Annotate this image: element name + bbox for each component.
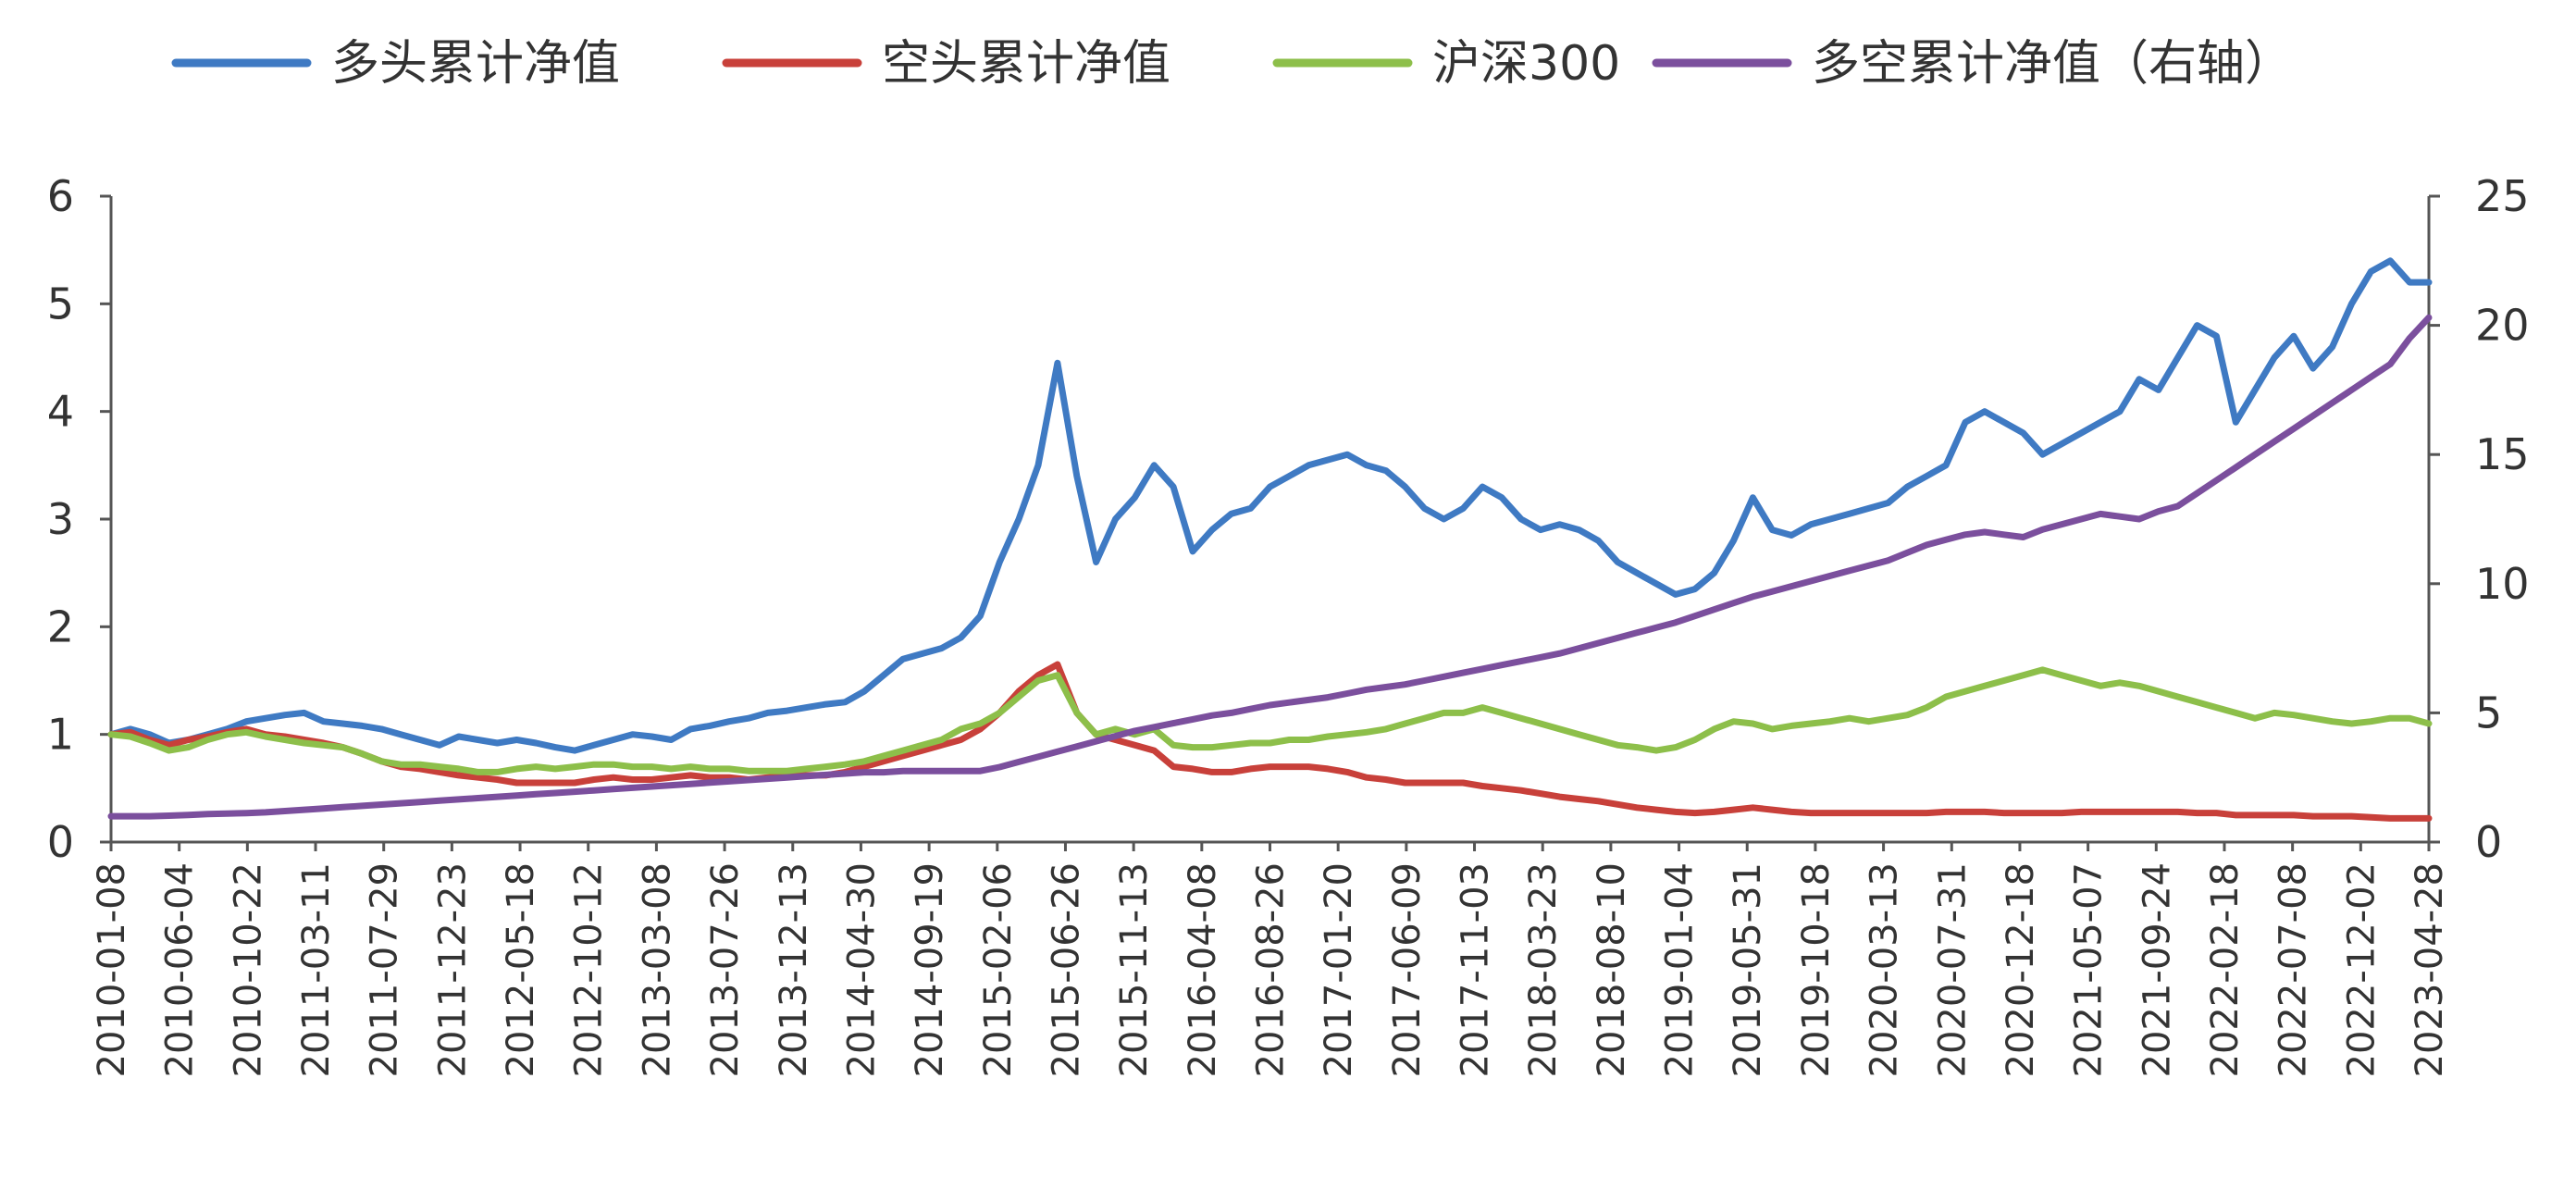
x-tick-label: 2016-04-08 [1182,862,1224,1077]
x-tick-label: 2020-07-31 [1931,862,1974,1077]
left-y-tick-label: 2 [47,601,74,651]
x-tick-label: 2011-07-29 [364,862,406,1077]
right-y-tick-label: 10 [2475,559,2530,609]
x-tick-label: 2022-07-08 [2273,862,2315,1077]
x-tick-label: 2013-07-26 [704,862,747,1077]
x-tick-label: 2010-10-22 [227,862,269,1077]
x-tick-label: 2013-12-13 [773,862,815,1077]
x-tick-label: 2021-05-07 [2068,862,2111,1077]
x-tick-label: 2020-03-13 [1864,862,1906,1077]
series-line-2 [107,661,2433,822]
legend-label-4: 多空累计净值（右轴） [1812,36,2293,92]
left-y-tick-label: 1 [47,710,74,760]
series-lines [107,257,2433,822]
x-tick-label: 2015-06-26 [1045,862,1087,1077]
x-tick-label: 2018-03-23 [1522,862,1565,1077]
right-y-tick-label: 20 [2475,301,2530,351]
left-y-tick-label: 0 [47,817,74,867]
x-tick-label: 2011-12-23 [431,862,474,1077]
x-tick-label: 2012-10-12 [568,862,611,1077]
legend-label-2: 空头累计净值 [882,36,1170,92]
left-y-tick-label: 6 [47,171,74,221]
series-line-1 [107,257,2433,754]
x-tick-label: 2022-02-18 [2204,862,2247,1077]
x-tick-label: 2012-05-18 [500,862,542,1077]
x-tick-label: 2018-08-10 [1591,862,1633,1077]
legend-label-1: 多头累计净值 [331,36,620,92]
x-tick-label: 2017-11-03 [1455,862,1497,1077]
series-line-3 [107,666,2433,775]
left-y-tick-label: 4 [47,387,74,437]
right-y-tick-label: 5 [2475,688,2502,737]
x-tick-label: 2019-10-18 [1795,862,1838,1077]
x-tick-label: 2019-01-04 [1659,862,1702,1077]
x-tick-label: 2013-03-08 [636,862,678,1077]
right-y-tick-label: 0 [2475,817,2502,867]
x-tick-label: 2022-12-02 [2340,862,2383,1077]
axes: 0 1 2 3 4 5 6 0 5 10 15 20 25 2010-01-08 2010-06-04 201… [47,171,2530,1077]
x-tick-label: 2010-06-04 [159,862,202,1077]
x-tick-label: 2017-01-20 [1318,862,1360,1077]
x-tick-label: 2016-08-26 [1250,862,1293,1077]
x-tick-label: 2010-01-08 [91,862,133,1077]
series-line-4 [107,314,2433,820]
x-tick-label: 2015-11-13 [1113,862,1156,1077]
x-tick-label: 2014-04-30 [840,862,883,1077]
right-y-tick-label: 25 [2475,171,2530,221]
x-tick-label: 2017-06-09 [1386,862,1429,1077]
legend: 多头累计净值 空头累计净值 沪深300 多空累计净值（右轴） [171,36,2293,92]
left-y-tick-label: 3 [47,494,74,544]
x-tick-label: 2021-09-24 [2136,862,2178,1077]
x-tick-label: 2020-12-18 [2000,862,2042,1077]
x-tick-label: 2011-03-11 [295,862,338,1077]
right-y-tick-label: 15 [2475,429,2530,479]
left-y-tick-label: 5 [47,279,74,328]
x-tick-label: 2023-04-28 [2409,862,2451,1077]
x-tick-label: 2014-09-19 [909,862,951,1077]
x-tick-label: 2019-05-31 [1727,862,1769,1077]
legend-label-3: 沪深300 [1432,36,1620,92]
x-tick-label: 2015-02-06 [977,862,1020,1077]
